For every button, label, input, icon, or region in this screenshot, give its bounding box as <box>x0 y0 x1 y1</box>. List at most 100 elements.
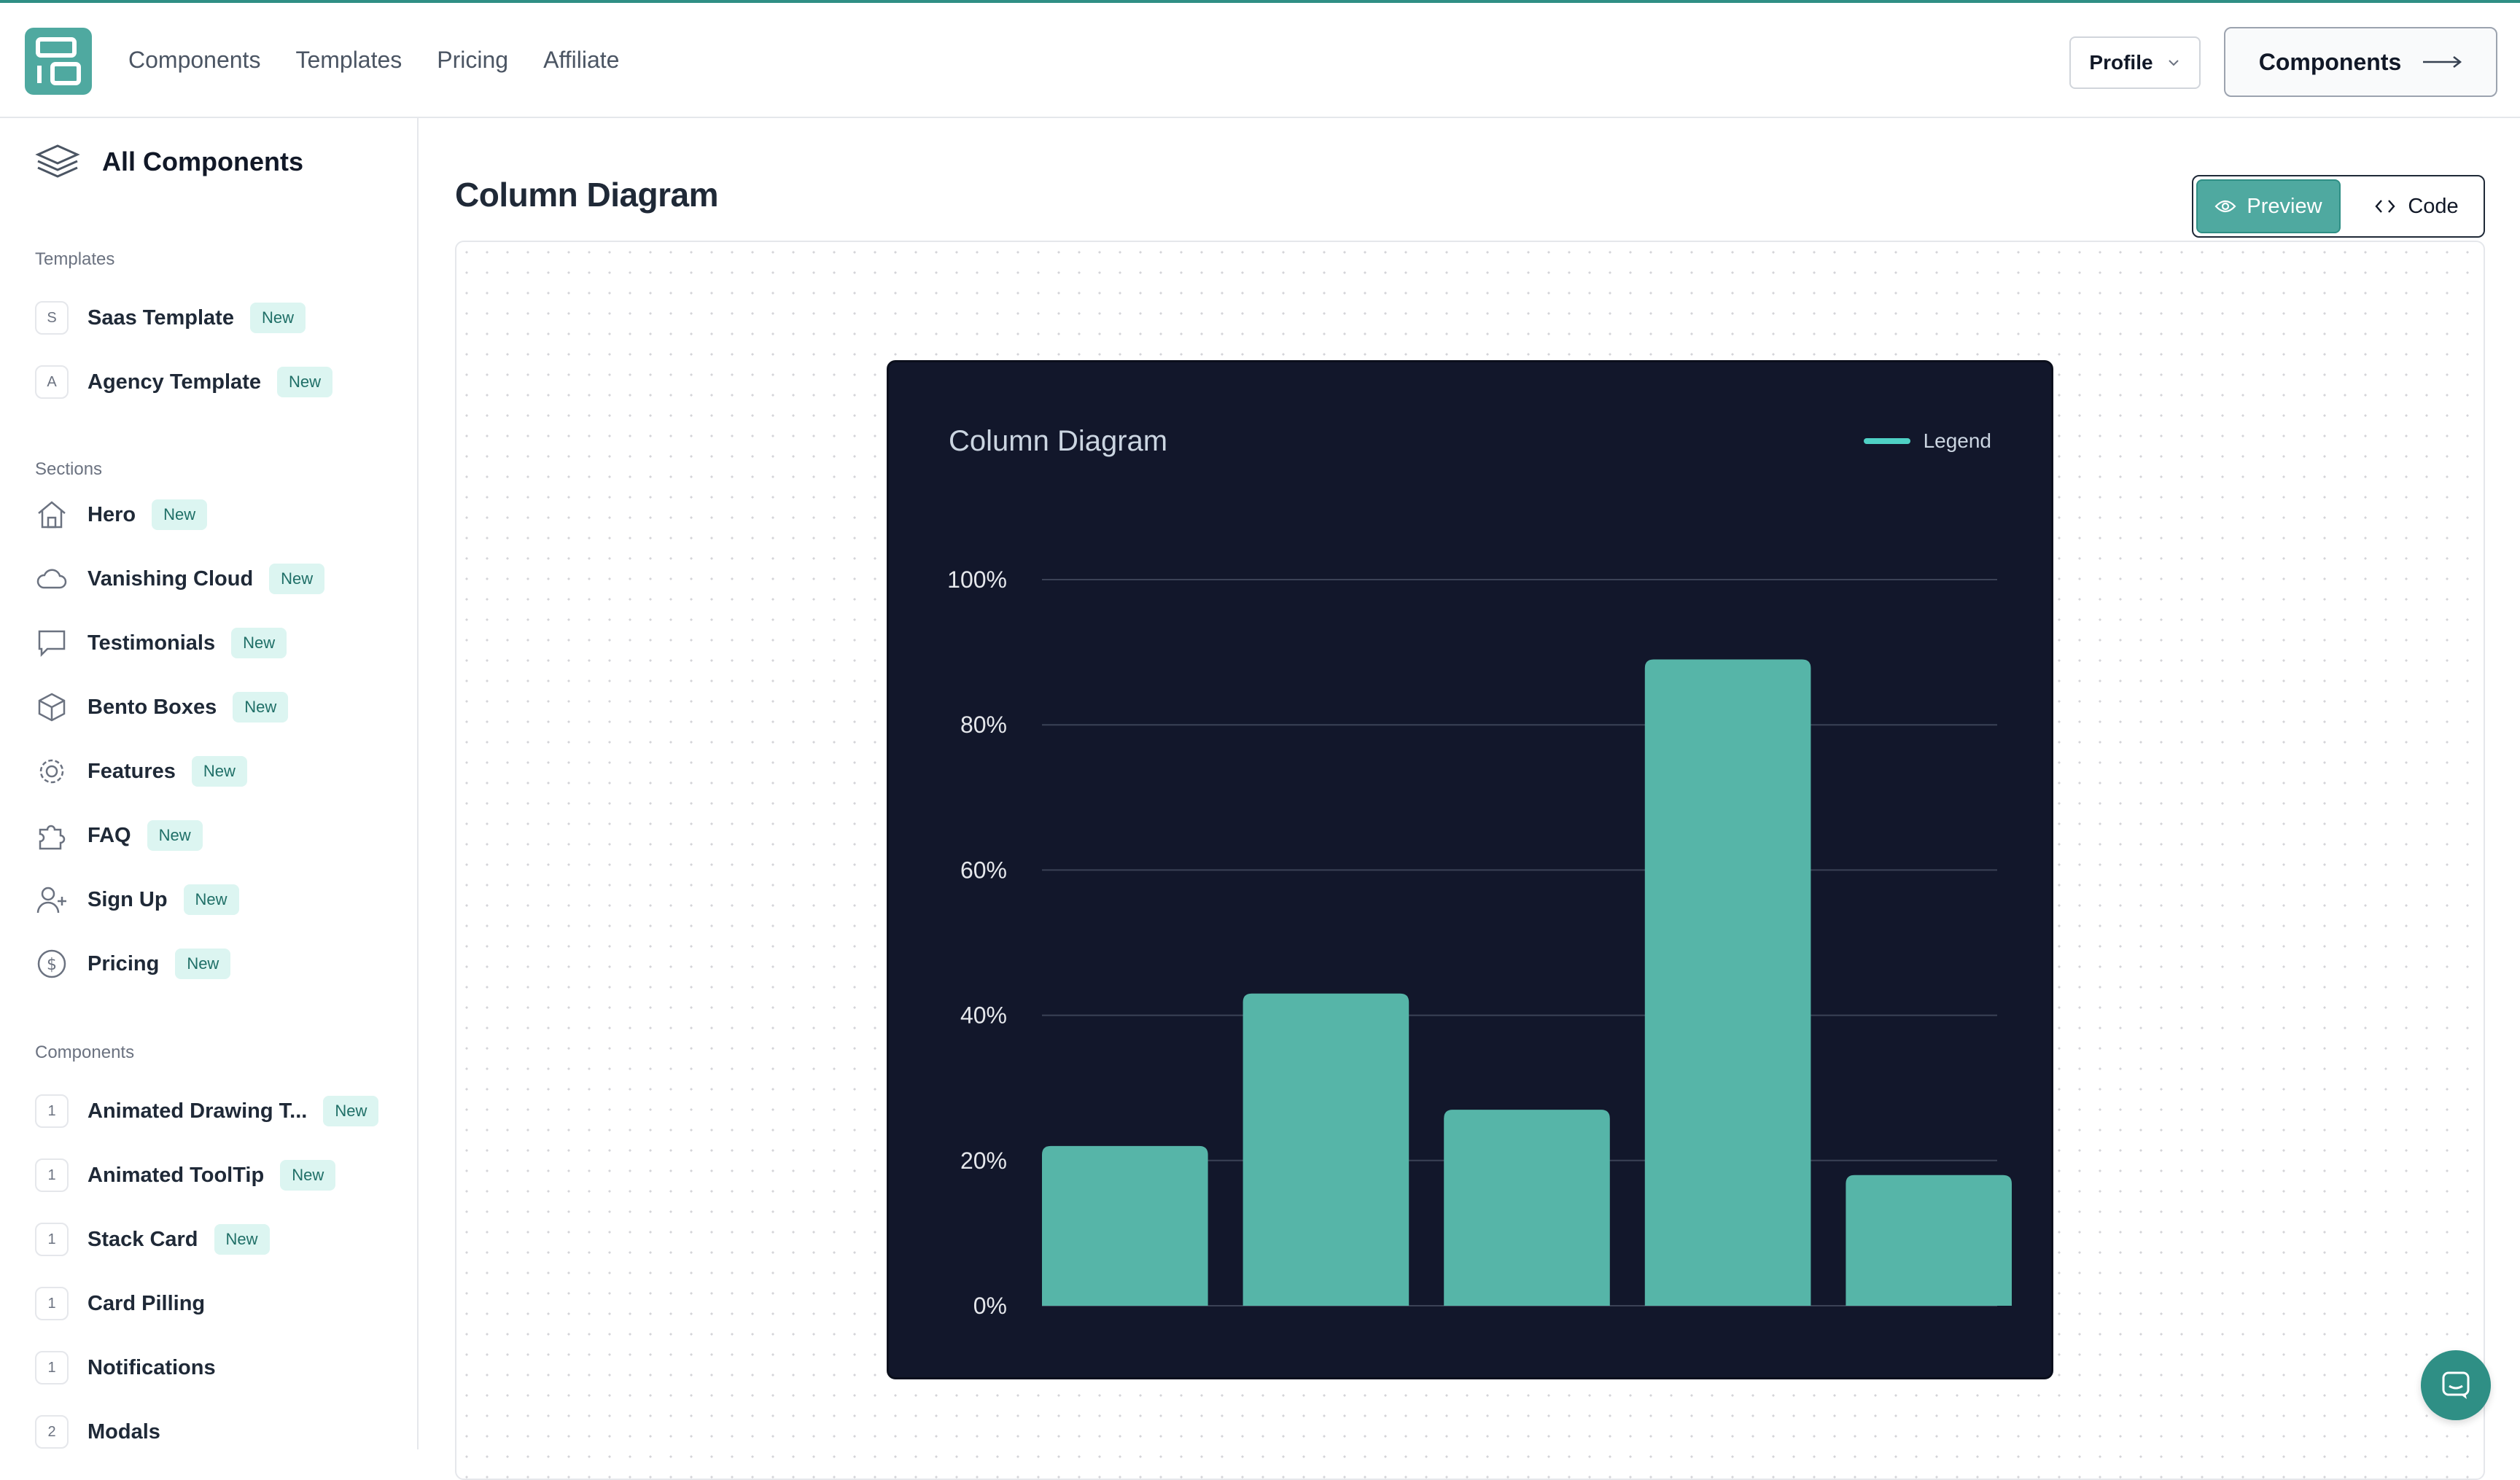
sidebar-item-pricing[interactable]: $ Pricing New <box>35 945 231 983</box>
item-letter: A <box>35 365 69 399</box>
item-count: 1 <box>35 1094 69 1128</box>
puzzle-icon <box>35 819 69 852</box>
nav-link-pricing[interactable]: Pricing <box>437 47 509 73</box>
item-count: 2 <box>35 1415 69 1449</box>
item-count: 1 <box>35 1158 69 1192</box>
sidebar-item-label: Agency Template <box>88 370 261 394</box>
sidebar-item-agency-template[interactable]: A Agency Template New <box>35 363 332 401</box>
bar-1[interactable] <box>1042 1145 1208 1306</box>
sidebar-item-saas-template[interactable]: S Saas Template New <box>35 299 306 337</box>
eye-icon <box>2214 200 2236 213</box>
chevron-down-icon <box>2168 60 2179 66</box>
new-badge: New <box>269 564 325 594</box>
y-tick-label: 0% <box>973 1293 1007 1319</box>
sections-heading: Sections <box>35 459 103 479</box>
dollar-icon: $ <box>35 947 69 981</box>
sidebar-item-label: Bento Boxes <box>88 695 217 719</box>
item-count: 1 <box>35 1287 69 1320</box>
sidebar-item-bento-boxes[interactable]: Bento Boxes New <box>35 688 289 726</box>
legend-label: Legend <box>1923 429 1991 452</box>
new-badge: New <box>152 499 208 530</box>
new-badge: New <box>191 756 247 787</box>
sidebar-item-vanishing-cloud[interactable]: Vanishing Cloud New <box>35 560 325 598</box>
sidebar: All Components Templates S Saas Template… <box>0 118 419 1449</box>
sidebar-item-notifications[interactable]: 1 Notifications <box>35 1349 216 1387</box>
sidebar-item-label: Animated ToolTip <box>88 1163 265 1187</box>
sidebar-item-animated-tooltip[interactable]: 1 Animated ToolTip New <box>35 1156 336 1194</box>
message-icon <box>35 626 69 660</box>
item-count: 1 <box>35 1351 69 1384</box>
sidebar-item-faq[interactable]: FAQ New <box>35 817 203 854</box>
templates-heading: Templates <box>35 249 115 269</box>
legend-swatch <box>1863 438 1910 444</box>
sidebar-item-modals[interactable]: 2 Modals <box>35 1413 160 1451</box>
sidebar-item-card-pilling[interactable]: 1 Card Pilling <box>35 1285 205 1323</box>
y-tick-label: 60% <box>960 857 1007 883</box>
y-tick-label: 80% <box>960 712 1007 738</box>
user-plus-icon <box>35 883 69 916</box>
nav-link-components[interactable]: Components <box>128 47 261 73</box>
bar-2[interactable] <box>1242 993 1409 1306</box>
sidebar-item-label: Animated Drawing T... <box>88 1099 308 1123</box>
chat-support-button[interactable] <box>2421 1350 2491 1420</box>
components-cta-label: Components <box>2258 48 2402 75</box>
code-tab[interactable]: Code <box>2352 179 2481 233</box>
y-tick-label: 20% <box>960 1148 1007 1174</box>
profile-label: Profile <box>2089 51 2153 74</box>
code-icon <box>2375 200 2395 213</box>
top-navbar: Components Templates Pricing Affiliate P… <box>0 0 2520 118</box>
new-badge: New <box>183 884 239 915</box>
chart-title: Column Diagram <box>949 425 1168 457</box>
sidebar-item-label: Vanishing Cloud <box>88 566 254 591</box>
sidebar-item-label: Sign Up <box>88 887 168 911</box>
bar-5[interactable] <box>1846 1175 2012 1306</box>
sidebar-item-label: Hero <box>88 502 136 526</box>
item-letter: S <box>35 301 69 335</box>
sidebar-item-features[interactable]: Features New <box>35 752 247 790</box>
svg-text:$: $ <box>47 956 57 974</box>
nav-link-affiliate[interactable]: Affiliate <box>543 47 620 73</box>
preview-code-toggle: Preview Code <box>2192 175 2485 238</box>
logo-icon[interactable] <box>25 28 92 95</box>
column-diagram-card: Column Diagram Legend 0% 20% 40% 60% 80% 100% <box>887 360 2053 1379</box>
profile-dropdown-button[interactable]: Profile <box>2069 36 2201 89</box>
components-cta-button[interactable]: Components <box>2224 27 2497 97</box>
page-title: Column Diagram <box>455 176 719 214</box>
settings-icon <box>35 755 69 788</box>
bar-4[interactable] <box>1644 659 1811 1306</box>
column-chart: 0% 20% 40% 60% 80% 100% <box>947 566 2012 1319</box>
sidebar-item-hero[interactable]: Hero New <box>35 496 208 534</box>
sidebar-item-animated-drawing[interactable]: 1 Animated Drawing T... New <box>35 1092 379 1130</box>
code-label: Code <box>2408 194 2459 218</box>
arrow-right-icon <box>2423 56 2462 68</box>
sidebar-item-stack-card[interactable]: 1 Stack Card New <box>35 1220 270 1258</box>
new-badge: New <box>276 367 332 397</box>
sidebar-item-testimonials[interactable]: Testimonials New <box>35 624 287 662</box>
sidebar-item-label: Testimonials <box>88 631 216 655</box>
new-badge: New <box>249 303 306 333</box>
main-nav: Components Templates Pricing Affiliate <box>128 47 619 74</box>
item-count: 1 <box>35 1223 69 1256</box>
layers-icon <box>35 144 80 178</box>
sidebar-item-sign-up[interactable]: Sign Up New <box>35 881 239 919</box>
all-components-link[interactable]: All Components <box>35 143 303 181</box>
y-tick-label: 100% <box>947 566 1007 593</box>
new-badge: New <box>147 820 203 851</box>
all-components-label: All Components <box>102 147 303 176</box>
new-badge: New <box>214 1224 270 1255</box>
home-icon <box>35 498 69 531</box>
chart-legend: Legend <box>1863 429 1991 453</box>
sidebar-item-label: Card Pilling <box>88 1291 206 1315</box>
new-badge: New <box>323 1096 379 1126</box>
y-tick-label: 40% <box>960 1002 1007 1029</box>
sidebar-item-label: Saas Template <box>88 305 234 330</box>
cloud-icon <box>35 562 69 596</box>
bar-3[interactable] <box>1444 1110 1610 1306</box>
sidebar-item-label: FAQ <box>88 823 131 847</box>
new-badge: New <box>233 692 289 723</box>
nav-link-templates[interactable]: Templates <box>295 47 402 73</box>
components-heading: Components <box>35 1043 135 1062</box>
sidebar-item-label: Pricing <box>88 951 160 975</box>
preview-tab[interactable]: Preview <box>2196 179 2341 233</box>
sidebar-item-label: Notifications <box>88 1355 216 1379</box>
